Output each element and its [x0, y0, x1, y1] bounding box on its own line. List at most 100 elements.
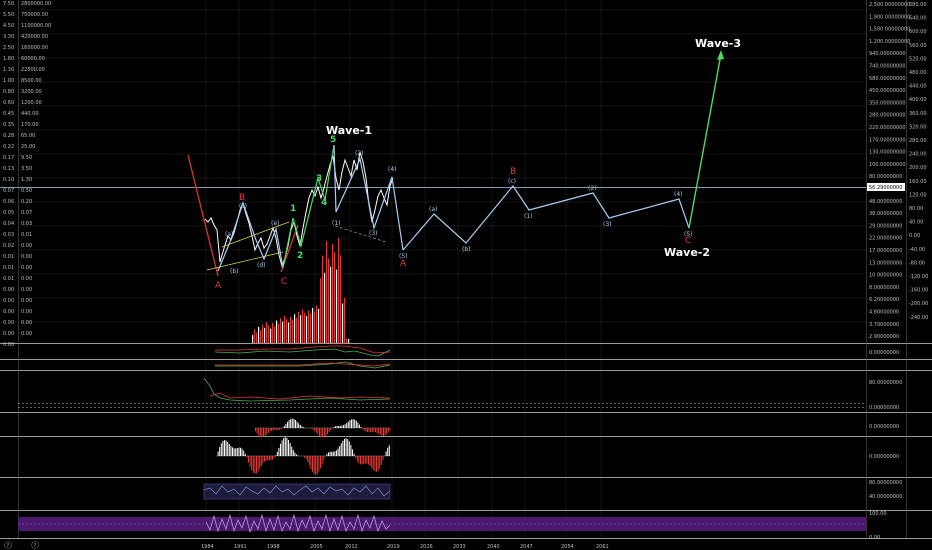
histogram-bar [343, 425, 344, 428]
left-axis2-label: 0.00 [21, 298, 32, 304]
histogram-bar [252, 456, 254, 473]
label-f4: (4) [674, 191, 683, 198]
bottom-icons[interactable]: ? ? [4, 541, 39, 550]
dashed-trendline [334, 225, 387, 243]
histogram-bar [290, 419, 292, 428]
histogram-bar [217, 451, 219, 456]
histogram-bar [386, 428, 388, 435]
label-fb: (b) [462, 246, 471, 253]
far-right-axis-label: 680.00 [909, 2, 927, 8]
histogram-bar [303, 427, 304, 428]
histogram-bar [333, 427, 335, 428]
label-red-b1: B [239, 193, 245, 203]
left-axis-label: 1.80 [3, 56, 14, 62]
histogram-bar [225, 440, 227, 456]
histogram-bar [315, 428, 317, 433]
histogram-bar [280, 443, 281, 456]
histogram-bar [348, 441, 350, 456]
histogram-bar [350, 445, 352, 456]
right-axis-label: 1,500.00000000 [869, 27, 910, 33]
left-axis: 7.50 5.50 4.50 3.30 2.50 1.80 1.30 1.00 0.80 0.60… [3, 1, 14, 348]
histogram-bar [387, 428, 389, 433]
histogram-bar [277, 428, 279, 431]
histogram-bar [276, 451, 278, 456]
volume-bar [308, 310, 310, 343]
volume-bar [284, 315, 286, 343]
histogram-bar [341, 425, 343, 428]
panel3-label: 0.00000000 [869, 424, 899, 430]
histogram-bar [236, 448, 238, 456]
histogram-bar [362, 428, 364, 430]
left-axis-secondary: 2800000.00 750000.00 1100000.00 420000.00 16… [21, 1, 51, 337]
histogram-bar [360, 426, 362, 428]
x-axis-label: 2040 [487, 544, 500, 550]
label-red-c1: C [281, 277, 287, 287]
right-axis-label: 6.20000000 [869, 297, 899, 303]
volume-bar [344, 297, 346, 343]
histogram-bar [316, 456, 318, 474]
right-axis-label: 10.00000000 [869, 273, 902, 279]
histogram-bar [357, 422, 359, 428]
histogram-bar [378, 428, 380, 434]
left-axis-label: 1.00 [3, 78, 14, 84]
volume-bar [312, 308, 314, 343]
volume-bar [258, 326, 260, 343]
histogram-bar [259, 428, 261, 437]
volume-bar [272, 323, 274, 343]
histogram-bar [371, 428, 373, 432]
left-axis2-label: 0.00 [21, 320, 32, 326]
histogram-bar [345, 438, 347, 456]
histogram-bar [379, 428, 381, 435]
histogram-bar [296, 454, 297, 456]
volume-bar [274, 326, 276, 343]
histogram-bar [373, 428, 375, 432]
right-axis-label: 8.00000000 [869, 285, 899, 291]
histogram-bar [385, 451, 387, 456]
left-axis-label: 0.06 [3, 199, 14, 205]
histogram-bar [310, 456, 312, 469]
histogram-bar [301, 426, 303, 428]
stoch-line [205, 513, 391, 534]
volume-bar [340, 255, 342, 343]
histogram-bar [363, 456, 365, 464]
left-axis2-label: 60000.00 [21, 56, 45, 62]
volume-bar [338, 237, 340, 343]
svg-text:?: ? [34, 543, 37, 549]
left-axis2-label: 160000.00 [21, 45, 48, 51]
histogram-bar [249, 456, 251, 467]
histogram-bar [383, 428, 384, 436]
left-axis2-label: 8500.00 [21, 78, 42, 84]
volume-bar [322, 255, 324, 343]
histogram-bar [299, 424, 301, 428]
far-right-axis-label: -200.00 [909, 301, 928, 307]
panel5-label-a: 80.00000000 [869, 480, 902, 486]
histogram-bar [354, 419, 356, 428]
volume-bar [328, 258, 330, 343]
histogram-bar [377, 456, 379, 471]
histogram-panel-2 [216, 437, 390, 475]
left-axis2-label: 750000.00 [21, 12, 48, 18]
far-right-axis-label: 360.00 [909, 111, 927, 117]
histogram-bar [319, 428, 320, 436]
histogram-bar [339, 425, 341, 428]
far-right-axis-label: 80.00 [909, 206, 923, 212]
histogram-bar [288, 440, 289, 456]
x-axis-label: 2047 [520, 544, 533, 550]
histogram-bar [337, 448, 339, 456]
histogram-bar [369, 456, 371, 467]
histogram-bar [344, 438, 345, 456]
histogram-bar [375, 428, 376, 433]
histogram-bar [380, 456, 382, 466]
histogram-bar [344, 424, 346, 428]
volume-bar [262, 324, 264, 343]
subwave-path-blue [333, 144, 404, 251]
left-axis-label: 0.04 [3, 221, 14, 227]
volume-bar [300, 315, 302, 343]
histogram-bar [243, 450, 245, 456]
histogram-bar [233, 448, 235, 456]
correction-path-blue [217, 201, 284, 272]
x-axis-label: 1991 [234, 544, 247, 550]
right-axis-label: 2,500.00000000 [869, 2, 910, 8]
svg-text:56.29000000: 56.29000000 [869, 185, 902, 191]
